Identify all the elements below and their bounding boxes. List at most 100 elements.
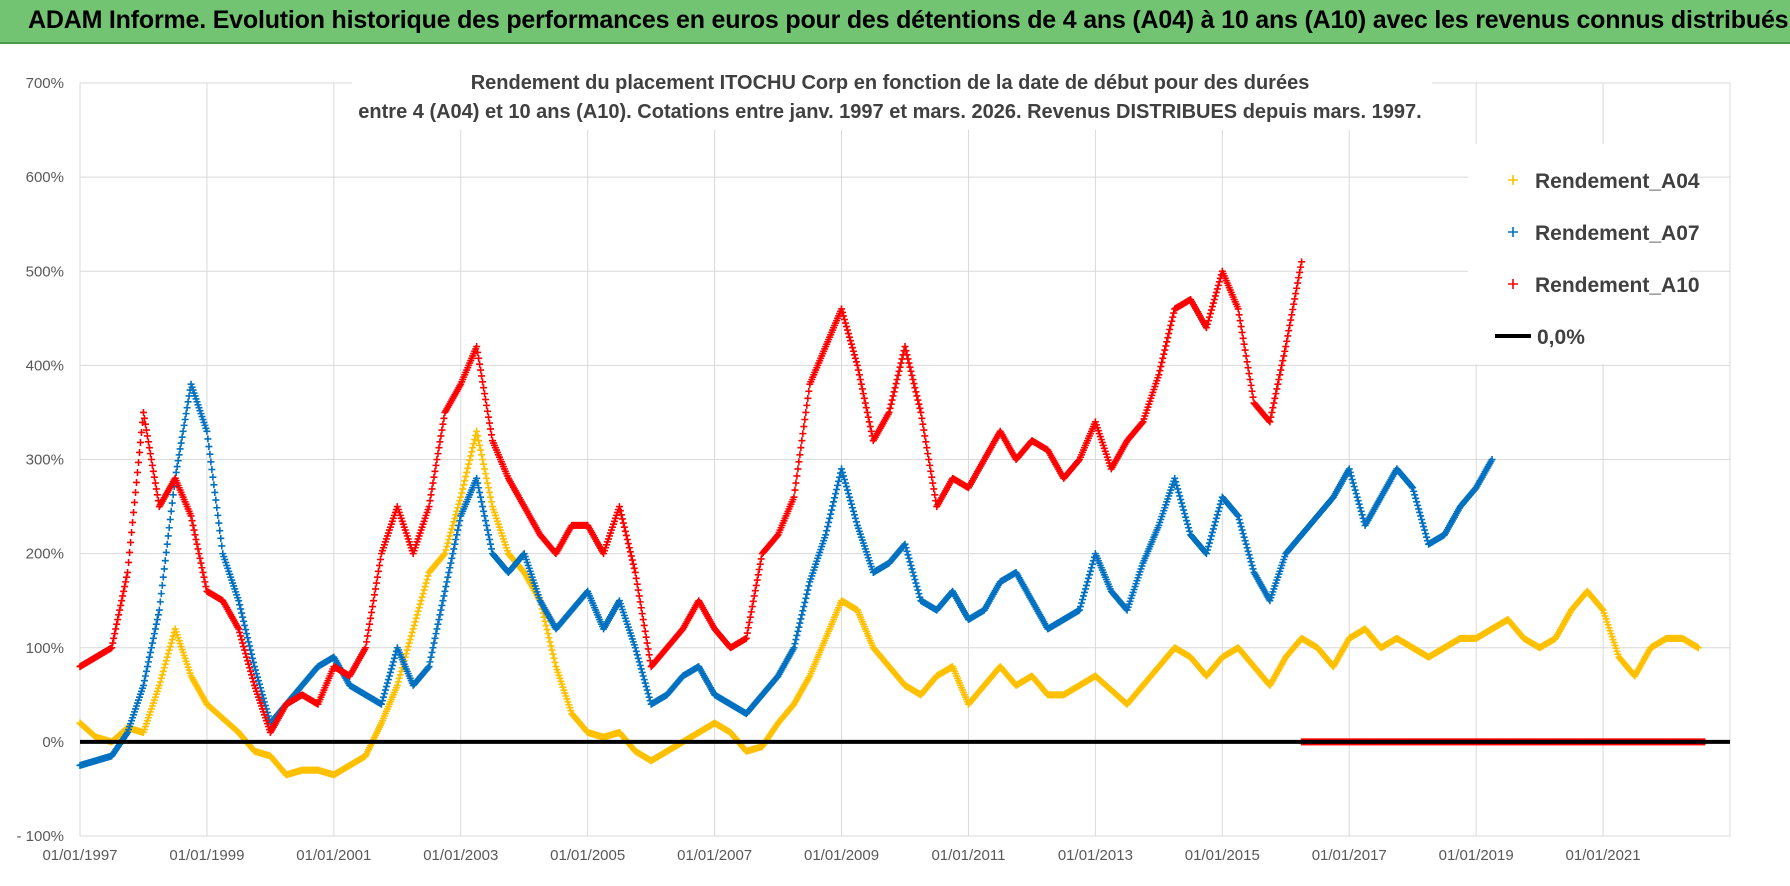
series-point: [183, 404, 191, 412]
series-point: [550, 654, 558, 662]
y-tick-label: - 100%: [16, 828, 64, 845]
series-point: [435, 616, 443, 624]
series-point: [205, 443, 213, 451]
series-point: [145, 653, 153, 661]
chart-title-line-1: Rendement du placement ITOCHU Corp en fo…: [471, 72, 1310, 94]
series-point: [214, 511, 222, 519]
y-tick-label: 500%: [26, 263, 64, 280]
series-point: [463, 468, 471, 476]
series-point: [477, 446, 485, 454]
series-point: [483, 521, 491, 529]
series-point: [253, 670, 261, 678]
series-point: [482, 517, 490, 525]
series-point: [384, 676, 392, 684]
series-point: [465, 460, 473, 468]
series-point: [159, 573, 167, 581]
series-point: [210, 481, 218, 489]
series-point: [155, 681, 163, 689]
series-point: [169, 491, 177, 499]
series-point: [488, 545, 496, 553]
series-point: [245, 638, 253, 646]
series-point: [217, 534, 225, 542]
series-point: [167, 507, 175, 515]
series-point: [410, 621, 418, 629]
series-point: [547, 642, 555, 650]
series-point: [165, 524, 173, 532]
series-point: [546, 638, 554, 646]
series-point: [156, 598, 164, 606]
series-point: [449, 521, 457, 529]
series-point: [166, 516, 174, 524]
series-point: [255, 680, 263, 688]
x-tick-label: 01/01/2013: [1058, 847, 1133, 864]
series-point: [247, 646, 255, 654]
series-point: [150, 630, 158, 638]
series-point: [211, 488, 219, 496]
series-point: [209, 473, 217, 481]
series-point: [440, 592, 448, 600]
series-point: [474, 432, 482, 440]
series-point: [235, 597, 243, 605]
series-point: [441, 587, 449, 595]
series-point: [411, 618, 419, 626]
series-point: [455, 500, 463, 508]
series-point: [244, 634, 252, 642]
x-tick-label: 01/01/2019: [1439, 847, 1514, 864]
series-point: [486, 536, 494, 544]
series-point: [246, 642, 254, 650]
series-point: [184, 398, 192, 406]
series-point: [482, 470, 490, 478]
series-point: [387, 665, 395, 673]
x-tick-label: 01/01/2001: [296, 847, 371, 864]
series-point: [457, 493, 465, 501]
series-point: [402, 650, 410, 658]
series-point: [445, 568, 453, 576]
series-point: [452, 511, 460, 519]
y-axis-ticks: - 100%0%100%200%300%400%500%600%700%: [16, 75, 64, 845]
series-point: [485, 484, 493, 492]
series-point: [446, 564, 454, 572]
series-point: [462, 473, 470, 481]
series-point: [443, 578, 451, 586]
series-point: [182, 410, 190, 418]
x-tick-label: 01/01/2021: [1566, 847, 1641, 864]
series-point: [141, 672, 149, 680]
series-point: [1598, 605, 1606, 613]
series-point: [449, 550, 457, 558]
series-point: [448, 554, 456, 562]
series-point: [436, 611, 444, 619]
series-point: [144, 658, 152, 666]
series-point: [541, 617, 549, 625]
series-point: [415, 604, 423, 612]
series-point: [174, 457, 182, 465]
series-point: [218, 542, 226, 550]
series-point: [478, 498, 486, 506]
series-point: [423, 576, 431, 584]
series-point: [207, 458, 215, 466]
series-point: [164, 532, 172, 540]
x-tick-label: 01/01/1999: [169, 847, 244, 864]
series-point: [453, 507, 461, 515]
series-point: [454, 504, 462, 512]
series-point: [240, 617, 248, 625]
series-point: [412, 614, 420, 622]
legend-label: 0,0%: [1537, 326, 1585, 349]
series-point: [161, 660, 169, 668]
series-point: [397, 667, 405, 675]
series-point: [173, 463, 181, 471]
series-point: [432, 630, 440, 638]
series-point: [484, 479, 492, 487]
series-Rendement_A07: [76, 380, 1496, 769]
series-point: [154, 611, 162, 619]
series-point: [424, 572, 432, 580]
series-point: [476, 488, 484, 496]
series-point: [453, 531, 461, 539]
series-point: [474, 479, 482, 487]
series-point: [396, 671, 404, 679]
series-point: [409, 625, 417, 633]
series-Rendement_A04: [76, 427, 1702, 779]
series-point: [464, 464, 472, 472]
series-point: [252, 666, 260, 674]
series-point: [180, 421, 188, 429]
series-point: [143, 663, 151, 671]
